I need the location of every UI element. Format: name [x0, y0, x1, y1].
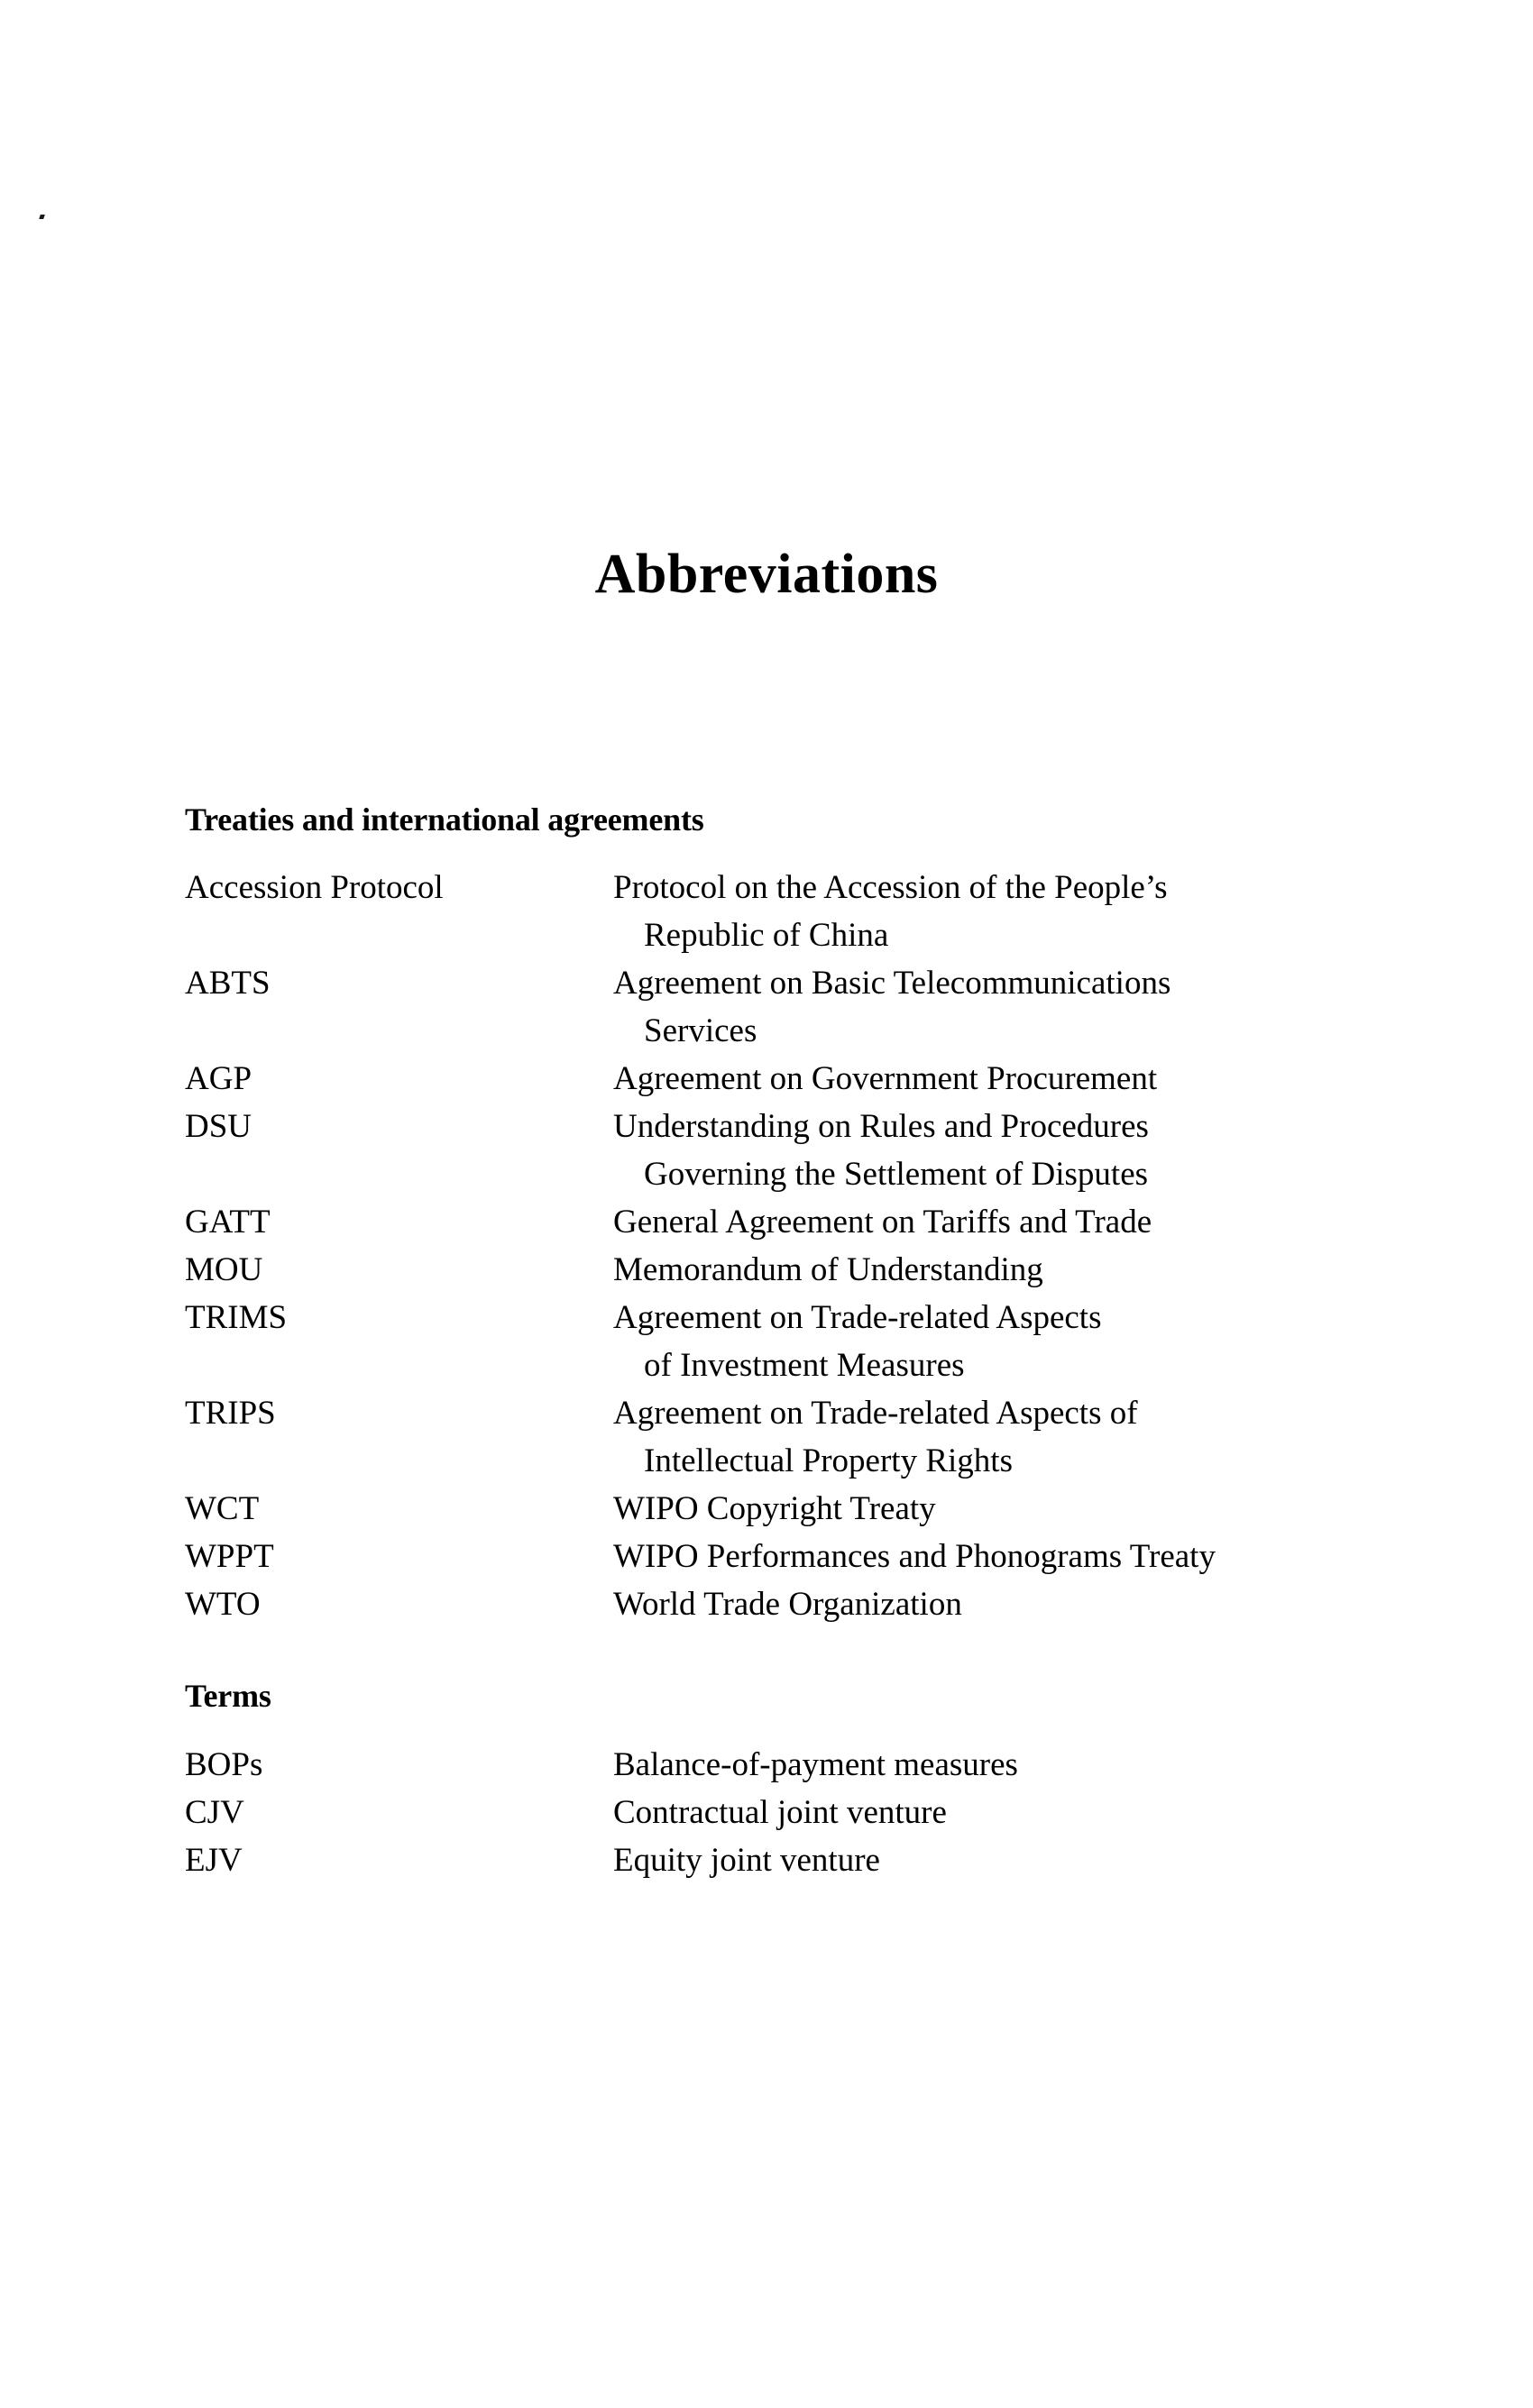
abbreviation-entry: ABTS Agreement on Basic Telecommunication…	[185, 959, 1411, 1055]
abbreviation-term: WTO	[185, 1585, 261, 1623]
abbreviation-definition: Memorandum of Understanding	[613, 1246, 1411, 1294]
section-heading-1: Terms	[185, 1677, 271, 1714]
abbreviation-entry: EJV Equity joint venture	[185, 1836, 1411, 1884]
definition-line: Protocol on the Accession of the People’…	[613, 868, 1168, 906]
abbreviation-term: TRIPS	[185, 1394, 276, 1432]
definition-line: Equity joint venture	[613, 1842, 880, 1880]
abbreviation-term: DSU	[185, 1107, 252, 1145]
abbreviation-term: Accession Protocol	[185, 868, 444, 906]
definition-line: Agreement on Government Procurement	[613, 1059, 1158, 1097]
abbreviation-definition: World Trade Organization	[613, 1580, 1411, 1628]
abbreviation-term: ABTS	[185, 964, 271, 1002]
abbreviation-term: GATT	[185, 1203, 271, 1241]
abbreviation-term: BOPs	[185, 1746, 263, 1784]
scan-speck-artifact	[39, 215, 45, 219]
definition-line: Republic of China	[644, 916, 889, 954]
definition-line: Agreement on Trade-related Aspects of	[613, 1394, 1138, 1432]
definition-line: General Agreement on Tariffs and Trade	[613, 1203, 1152, 1241]
page-title: Abbreviations	[594, 543, 939, 605]
definition-line: WIPO Performances and Phonograms Treaty	[613, 1537, 1216, 1575]
abbreviation-entry: MOU Memorandum of Understanding	[185, 1246, 1411, 1294]
abbreviation-entry: Accession Protocol Protocol on the Access…	[185, 864, 1411, 959]
abbreviation-entry: GATT General Agreement on Tariffs and Tra…	[185, 1198, 1411, 1246]
definition-line: Contractual joint venture	[613, 1794, 947, 1832]
definition-line: Services	[644, 1012, 757, 1049]
abbreviation-entry: TRIMS Agreement on Trade-related Aspects o…	[185, 1294, 1411, 1389]
definition-line: Balance-of-payment measures	[613, 1746, 1018, 1784]
abbreviation-definition: Protocol on the Accession of the People’…	[613, 864, 1411, 959]
abbreviation-definition: Agreement on Government Procurement	[613, 1055, 1411, 1103]
abbreviation-definition: WIPO Copyright Treaty	[613, 1485, 1411, 1533]
abbreviation-definition: Balance-of-payment measures	[613, 1741, 1411, 1789]
definition-line: Intellectual Property Rights	[644, 1442, 1013, 1479]
definition-line: Governing the Settlement of Disputes	[644, 1155, 1149, 1193]
abbreviation-term: TRIMS	[185, 1298, 288, 1336]
abbreviation-list: Accession Protocol Protocol on the Access…	[185, 864, 1411, 1628]
abbreviation-entry: WTO World Trade Organization	[185, 1580, 1411, 1628]
definition-line: Understanding on Rules and Procedures	[613, 1107, 1149, 1145]
definition-line: World Trade Organization	[613, 1585, 962, 1623]
abbreviation-definition: Agreement on Trade-related Aspects of Inv…	[613, 1294, 1411, 1389]
abbreviation-entry: WCT WIPO Copyright Treaty	[185, 1485, 1411, 1533]
abbreviation-term: AGP	[185, 1059, 252, 1097]
section-heading-0: Treaties and international agreements	[185, 801, 704, 838]
definition-line: of Investment Measures	[644, 1346, 965, 1384]
abbreviation-entry: TRIPS Agreement on Trade-related Aspects …	[185, 1389, 1411, 1485]
abbreviations-content: Treaties and international agreements Acc…	[185, 801, 1411, 1884]
abbreviation-definition: Equity joint venture	[613, 1836, 1411, 1884]
abbreviation-list: BOPs Balance-of-payment measures CJV Contra…	[185, 1741, 1411, 1884]
abbreviation-definition: Understanding on Rules and Procedures Gov…	[613, 1103, 1411, 1198]
definition-line: WIPO Copyright Treaty	[613, 1489, 936, 1527]
abbreviation-term: WCT	[185, 1489, 260, 1527]
abbreviation-term: MOU	[185, 1250, 263, 1288]
definition-line: Agreement on Basic Telecommunications	[613, 964, 1171, 1002]
abbreviation-definition: Agreement on Trade-related Aspects of Int…	[613, 1389, 1411, 1485]
abbreviation-entry: WPPT WIPO Performances and Phonograms Tre…	[185, 1533, 1411, 1580]
abbreviation-term: CJV	[185, 1794, 244, 1832]
abbreviation-definition: Contractual joint venture	[613, 1789, 1411, 1836]
abbreviation-term: WPPT	[185, 1537, 274, 1575]
abbreviation-entry: BOPs Balance-of-payment measures	[185, 1741, 1411, 1789]
definition-line: Agreement on Trade-related Aspects	[613, 1298, 1102, 1336]
abbreviation-definition: General Agreement on Tariffs and Trade	[613, 1198, 1411, 1246]
definition-line: Memorandum of Understanding	[613, 1250, 1043, 1288]
abbreviation-entry: AGP Agreement on Government Procurement	[185, 1055, 1411, 1103]
abbreviation-definition: Agreement on Basic Telecommunications Ser…	[613, 959, 1411, 1055]
abbreviation-entry: DSU Understanding on Rules and Procedures…	[185, 1103, 1411, 1198]
abbreviation-definition: WIPO Performances and Phonograms Treaty	[613, 1533, 1411, 1580]
abbreviation-term: EJV	[185, 1842, 243, 1880]
abbreviation-entry: CJV Contractual joint venture	[185, 1789, 1411, 1836]
